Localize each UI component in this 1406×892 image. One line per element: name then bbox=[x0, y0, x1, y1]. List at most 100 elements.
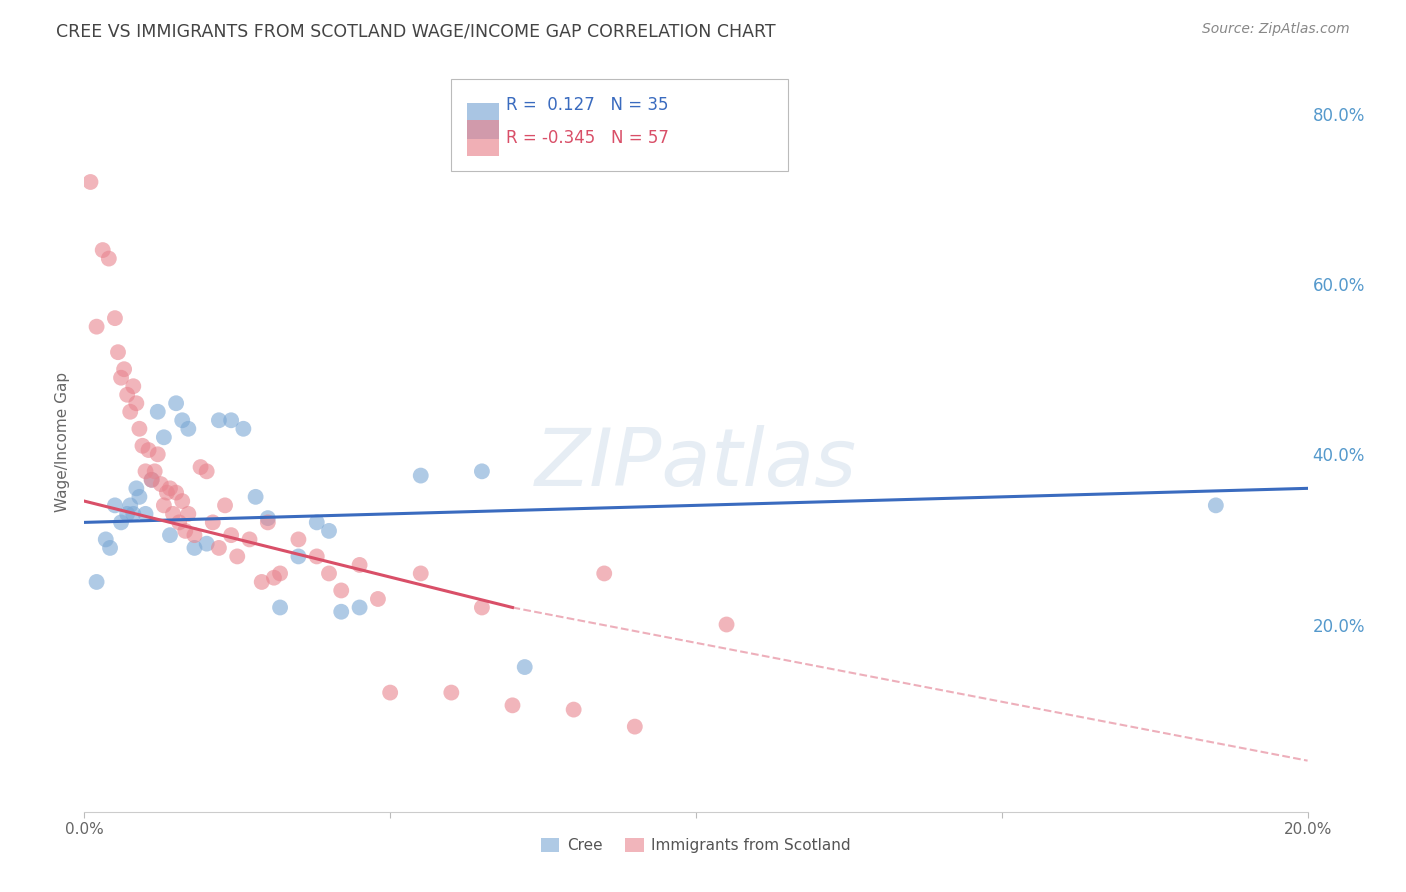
Point bbox=[716, 617, 738, 632]
Text: R = -0.345   N = 57: R = -0.345 N = 57 bbox=[506, 129, 669, 147]
Point bbox=[513, 660, 536, 674]
Point bbox=[183, 528, 205, 542]
Point bbox=[238, 533, 260, 547]
Point bbox=[122, 507, 145, 521]
Point bbox=[330, 583, 353, 598]
Point bbox=[172, 494, 194, 508]
Point bbox=[128, 490, 150, 504]
Point bbox=[146, 405, 169, 419]
Point bbox=[440, 685, 463, 699]
Point bbox=[165, 485, 187, 500]
Point bbox=[190, 460, 212, 475]
Text: ZIPatlas: ZIPatlas bbox=[534, 425, 858, 503]
Point bbox=[195, 464, 218, 478]
Point bbox=[112, 362, 135, 376]
Point bbox=[159, 528, 181, 542]
Point bbox=[245, 490, 267, 504]
Point bbox=[287, 549, 309, 564]
Point bbox=[141, 473, 163, 487]
Point bbox=[120, 499, 142, 513]
Point bbox=[624, 720, 647, 734]
Point bbox=[165, 396, 187, 410]
Point bbox=[97, 252, 120, 266]
Legend: Cree, Immigrants from Scotland: Cree, Immigrants from Scotland bbox=[534, 832, 858, 860]
Point bbox=[305, 549, 328, 564]
Point bbox=[79, 175, 101, 189]
Point bbox=[141, 473, 163, 487]
Point bbox=[318, 566, 340, 581]
Point bbox=[135, 464, 157, 478]
Point bbox=[153, 430, 176, 444]
Point bbox=[177, 422, 200, 436]
Point bbox=[104, 311, 127, 326]
Point bbox=[98, 541, 121, 555]
Y-axis label: Wage/Income Gap: Wage/Income Gap bbox=[55, 371, 70, 512]
Point bbox=[131, 439, 153, 453]
Point bbox=[153, 499, 176, 513]
Point bbox=[318, 524, 340, 538]
Point bbox=[146, 447, 169, 461]
Point bbox=[305, 516, 328, 530]
Point bbox=[183, 541, 205, 555]
Point bbox=[349, 600, 371, 615]
Point bbox=[138, 443, 160, 458]
Point bbox=[177, 507, 200, 521]
Point bbox=[232, 422, 254, 436]
Point bbox=[115, 388, 138, 402]
Point bbox=[269, 566, 291, 581]
Point bbox=[167, 516, 190, 530]
Point bbox=[107, 345, 129, 359]
Point bbox=[128, 422, 150, 436]
FancyBboxPatch shape bbox=[451, 78, 787, 171]
Point bbox=[156, 485, 179, 500]
Point bbox=[471, 464, 494, 478]
Point bbox=[471, 600, 494, 615]
Point bbox=[409, 566, 432, 581]
Point bbox=[110, 516, 132, 530]
Point bbox=[1205, 499, 1227, 513]
Point bbox=[86, 319, 108, 334]
Text: CREE VS IMMIGRANTS FROM SCOTLAND WAGE/INCOME GAP CORRELATION CHART: CREE VS IMMIGRANTS FROM SCOTLAND WAGE/IN… bbox=[56, 22, 776, 40]
Point bbox=[125, 481, 148, 495]
Point bbox=[380, 685, 402, 699]
Point bbox=[287, 533, 309, 547]
Point bbox=[226, 549, 249, 564]
Point bbox=[257, 516, 280, 530]
Point bbox=[110, 370, 132, 384]
Point bbox=[367, 591, 389, 606]
Point bbox=[195, 536, 218, 550]
Point bbox=[502, 698, 524, 713]
Point bbox=[143, 464, 166, 478]
Point bbox=[593, 566, 616, 581]
Point bbox=[159, 481, 181, 495]
Point bbox=[263, 571, 285, 585]
Point bbox=[219, 413, 242, 427]
Text: Source: ZipAtlas.com: Source: ZipAtlas.com bbox=[1202, 22, 1350, 37]
Point bbox=[257, 511, 280, 525]
Point bbox=[250, 574, 273, 589]
FancyBboxPatch shape bbox=[467, 103, 499, 139]
Point bbox=[86, 574, 108, 589]
Point bbox=[201, 516, 224, 530]
Point bbox=[174, 524, 197, 538]
Point bbox=[120, 405, 142, 419]
Point bbox=[269, 600, 291, 615]
Point bbox=[135, 507, 157, 521]
Point bbox=[208, 541, 231, 555]
Point bbox=[94, 533, 117, 547]
Point bbox=[162, 507, 184, 521]
Point bbox=[172, 413, 194, 427]
Point bbox=[125, 396, 148, 410]
Point bbox=[330, 605, 353, 619]
Point bbox=[149, 477, 172, 491]
Point bbox=[409, 468, 432, 483]
Text: R =  0.127   N = 35: R = 0.127 N = 35 bbox=[506, 95, 669, 114]
FancyBboxPatch shape bbox=[467, 120, 499, 156]
Point bbox=[219, 528, 242, 542]
Point bbox=[104, 499, 127, 513]
Point bbox=[562, 703, 585, 717]
Point bbox=[349, 558, 371, 572]
Point bbox=[91, 243, 114, 257]
Point bbox=[214, 499, 236, 513]
Point bbox=[115, 507, 138, 521]
